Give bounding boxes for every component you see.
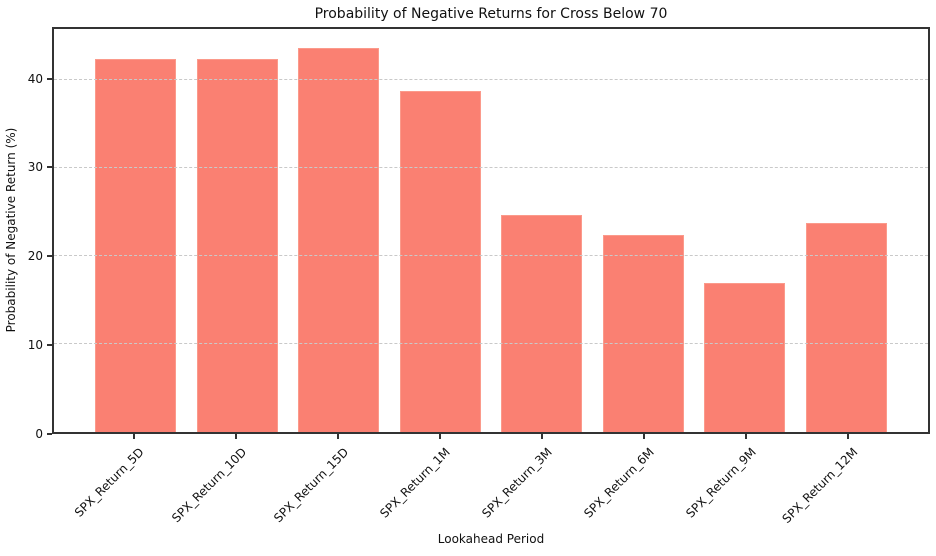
x-axis-label: Lookahead Period: [437, 532, 545, 546]
y-tick-label: 30: [27, 160, 43, 175]
x-tick-mark: [643, 434, 645, 439]
x-tick-mark: [847, 434, 849, 439]
bar-slot: [491, 29, 593, 432]
x-tick-label-SPX_Return_15D: SPX_Return_15D: [270, 445, 351, 526]
bar-slot: [694, 29, 796, 432]
bar-SPX_Return_15D: [298, 48, 380, 432]
chart-title: Probability of Negative Returns for Cros…: [314, 6, 668, 22]
y-tick-mark: [47, 166, 52, 169]
x-tick-slot: [83, 434, 185, 440]
bar-SPX_Return_10D: [196, 58, 278, 432]
x-tick-slot: [593, 434, 695, 440]
y-tick-label: 0: [35, 427, 43, 441]
bar-slot: [593, 29, 695, 432]
y-tick-mark: [47, 255, 52, 258]
plot-area: [52, 27, 930, 434]
x-tick-label-SPX_Return_9M: SPX_Return_9M: [683, 445, 759, 521]
bar-slot: [796, 29, 898, 432]
y-tick-40: 40: [28, 72, 52, 86]
bar-SPX_Return_5D: [95, 58, 177, 432]
y-axis: 0 10 20 30 40: [0, 27, 52, 441]
x-tick-label-SPX_Return_10D: SPX_Return_10D: [168, 445, 249, 526]
y-tick-label: 10: [27, 338, 43, 353]
x-tick-slot: [389, 434, 491, 440]
y-tick-30: 30: [28, 160, 52, 174]
y-tick-mark: [47, 433, 52, 435]
x-tick-label-SPX_Return_1M: SPX_Return_1M: [377, 445, 453, 521]
y-tick-10: 10: [28, 338, 52, 352]
x-tick-mark: [745, 434, 747, 439]
x-tick-mark: [133, 434, 135, 439]
y-tick-20: 20: [28, 249, 52, 263]
x-tick-mark: [439, 434, 441, 439]
x-tick-slot: [185, 434, 287, 440]
bar-SPX_Return_6M: [602, 234, 684, 432]
x-tick-mark: [541, 434, 543, 439]
x-tick-slot: [797, 434, 899, 440]
x-tick-label-SPX_Return_12M: SPX_Return_12M: [779, 445, 861, 526]
y-tick-mark: [47, 344, 52, 347]
x-tick-slot: [695, 434, 797, 440]
bar-slot: [187, 29, 289, 432]
bar-SPX_Return_3M: [501, 214, 583, 432]
y-tick-label: 40: [27, 71, 43, 86]
x-tick-label-SPX_Return_6M: SPX_Return_6M: [581, 445, 657, 521]
bar-SPX_Return_12M: [805, 222, 887, 432]
bar-SPX_Return_1M: [399, 90, 481, 432]
x-tick-mark: [235, 434, 237, 439]
bar-slot: [85, 29, 187, 432]
x-tick-slot: [287, 434, 389, 440]
y-tick-0: 0: [35, 427, 52, 441]
x-axis-ticks: [52, 434, 930, 440]
x-tick-slot: [491, 434, 593, 440]
x-tick-label-SPX_Return_3M: SPX_Return_3M: [479, 445, 555, 521]
y-tick-label: 20: [27, 249, 43, 264]
bars: [54, 29, 928, 432]
x-tick-mark: [337, 434, 339, 439]
bar-slot: [288, 29, 390, 432]
bar-slot: [390, 29, 492, 432]
bar-SPX_Return_9M: [704, 283, 786, 432]
y-tick-mark: [47, 77, 52, 80]
x-tick-label-SPX_Return_5D: SPX_Return_5D: [72, 445, 147, 520]
